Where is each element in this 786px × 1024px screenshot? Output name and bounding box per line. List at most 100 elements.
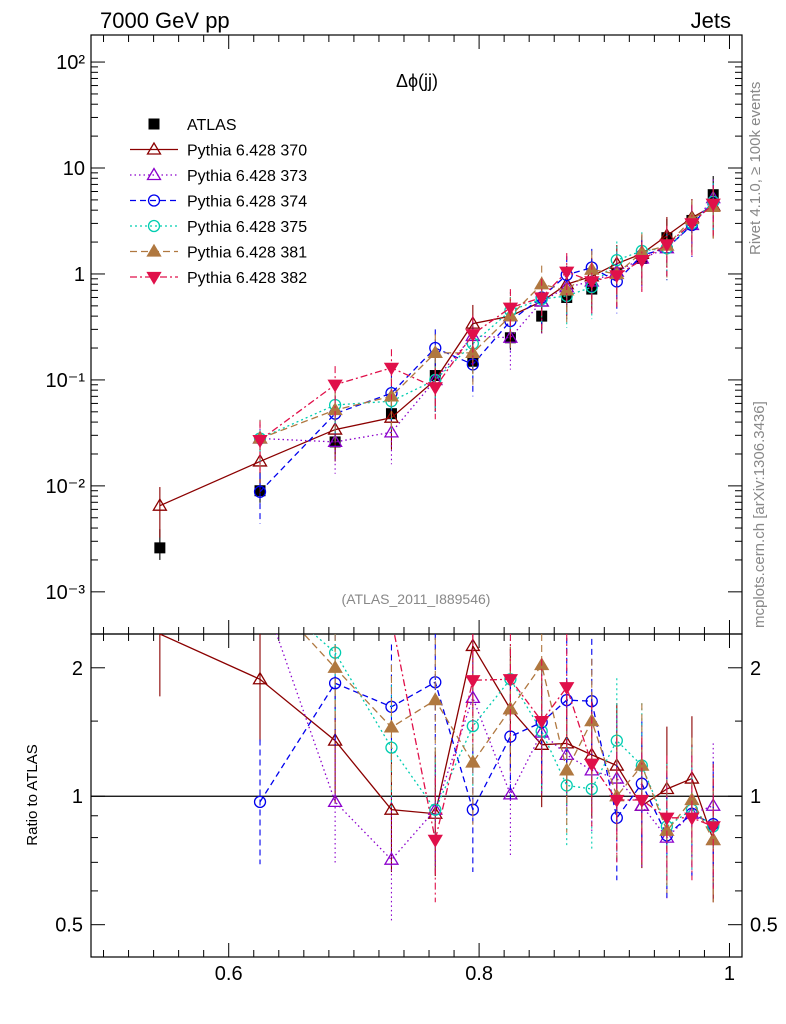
ratio-point (427, 834, 443, 848)
ratio-line (302, 634, 714, 841)
legend-label: Pythia 6.428 370 (187, 143, 307, 160)
series-370 (152, 187, 721, 538)
ratio-point (327, 660, 343, 673)
main-ytick-label: 10⁻² (46, 476, 86, 498)
ratio-point (609, 794, 625, 808)
xtick-label: 1 (724, 963, 735, 985)
xtick-label: 0.6 (215, 963, 243, 985)
ratio-point (427, 692, 443, 706)
data-point (383, 362, 400, 376)
legend-marker (147, 219, 161, 233)
legend-label: Pythia 6.428 382 (187, 270, 307, 287)
ratio-ytick-label-right: 1 (750, 786, 761, 808)
data-point (610, 254, 623, 267)
ratio-point (383, 719, 400, 733)
data-point (253, 485, 267, 498)
data-point (659, 239, 675, 253)
legend-label: ATLAS (187, 117, 237, 134)
series-line (259, 201, 714, 493)
ratio-series-374 (253, 634, 720, 898)
legend-item: Pythia 6.428 381 (130, 243, 307, 262)
series-373 (252, 179, 721, 474)
data-point (427, 382, 443, 396)
ratio-ytick-label: 2 (72, 658, 83, 680)
ratio-point (634, 794, 650, 808)
ratio-point (634, 797, 650, 811)
data-point (465, 329, 481, 342)
ratio-point (559, 762, 575, 776)
data-point (502, 302, 519, 316)
data-point (684, 218, 700, 232)
main-ytick-label: 10 (63, 158, 85, 180)
legend-label: Pythia 6.428 374 (187, 194, 307, 211)
data-point (705, 198, 721, 212)
data-point (327, 379, 343, 393)
ratio-series-370 (159, 634, 721, 903)
legend-item: Pythia 6.428 374 (130, 194, 307, 211)
ratio-point (705, 821, 721, 835)
ratio-plot-frame (90, 633, 743, 958)
legend-marker (146, 141, 162, 155)
ratio-point (559, 682, 575, 696)
ratio-ylabel: Ratio to ATLAS (24, 744, 41, 845)
legend-label: Pythia 6.428 375 (187, 219, 307, 236)
data-point (383, 424, 400, 438)
data-point (327, 434, 343, 448)
series-line (259, 203, 714, 441)
rivet-label: Rivet 4.1.0, ≥ 100k events (747, 82, 764, 255)
analysis-label: (ATLAS_2011_I889546) (342, 591, 491, 607)
legend-marker (148, 118, 160, 130)
series-374 (253, 183, 720, 524)
main-ytick-label: 10⁻¹ (46, 370, 86, 392)
legend-item: Pythia 6.428 375 (130, 219, 307, 236)
ratio-line (259, 681, 714, 837)
legend-item: ATLAS (148, 117, 237, 134)
series-382 (252, 185, 721, 473)
data-point (154, 542, 166, 554)
data-point (465, 315, 481, 329)
legend-item: Pythia 6.428 370 (130, 141, 307, 160)
axes-group: 10⁻³ 10⁻² 10⁻¹ 1 10 10² 0.6 0.8 1 0.5 0.5 1 1 2 2 (46, 35, 778, 985)
ratio-point (252, 671, 268, 685)
data-point (559, 266, 575, 280)
legend-label: Pythia 6.428 381 (187, 245, 307, 262)
legend-marker (147, 194, 161, 207)
ratio-point (383, 801, 400, 815)
ratio-point (383, 851, 400, 865)
ratio-ytick-label-right: 2 (750, 658, 761, 680)
ratio-point (465, 675, 481, 689)
ratio-point (684, 812, 700, 826)
main-series-group (152, 176, 721, 560)
data-point (427, 345, 443, 359)
main-ytick-label: 10⁻³ (46, 582, 86, 604)
main-ytick-label: 1 (74, 264, 85, 286)
ratio-line (312, 634, 714, 828)
main-ytick-label: 10² (56, 52, 85, 74)
data-point (609, 270, 625, 284)
mcplots-label: mcplots.cern.ch [arXiv:1306.3436] (751, 401, 768, 628)
xtick-label: 0.8 (465, 963, 493, 985)
legend: ATLAS Pythia 6.428 370 Pythia 6.428 373 Pyt… (130, 117, 307, 287)
legend-marker (146, 271, 162, 285)
ratio-point (253, 795, 267, 809)
ratio-line (275, 634, 714, 861)
data-point (252, 435, 268, 448)
data-point (327, 421, 343, 435)
series-line (259, 201, 714, 440)
series-line (259, 197, 714, 443)
data-point (534, 292, 550, 306)
ratio-series-382 (393, 634, 721, 903)
data-point (634, 255, 650, 268)
header-energy: 7000 GeV pp (100, 8, 230, 33)
ratio-series-group (159, 634, 721, 923)
series-375 (253, 183, 720, 471)
ratio-ytick-label: 0.5 (55, 915, 83, 937)
plot-title: Δϕ(jj) (396, 71, 438, 91)
ratio-point (659, 812, 675, 826)
ratio-point (465, 754, 481, 768)
ratio-ytick-label: 1 (72, 786, 83, 808)
series-line (259, 206, 714, 440)
header-process: Jets (691, 8, 731, 33)
ratio-point (504, 730, 517, 743)
legend-marker (146, 167, 162, 181)
